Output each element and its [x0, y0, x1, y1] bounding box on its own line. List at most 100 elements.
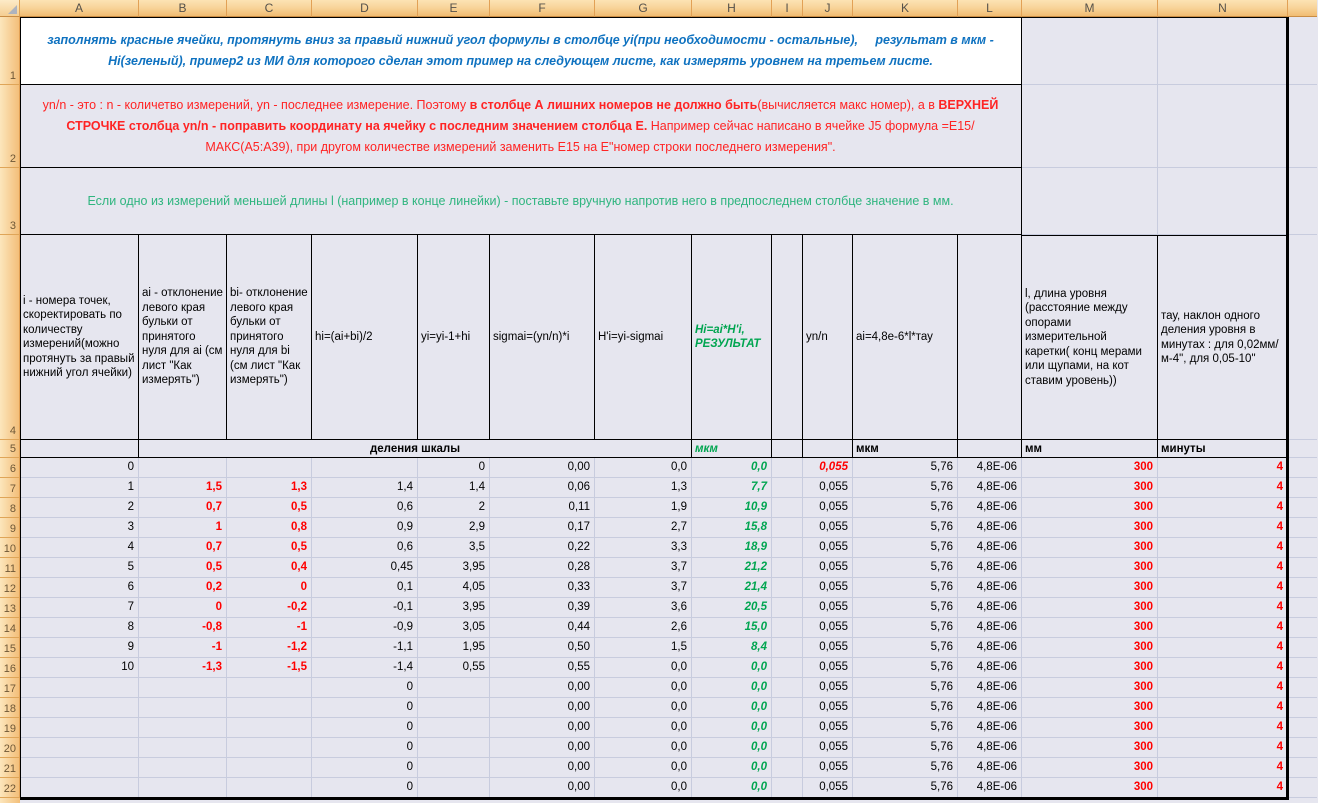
cell-i10[interactable]	[772, 538, 803, 558]
cell-l19[interactable]: 4,8E-06	[958, 718, 1022, 738]
cell-b8[interactable]: 0,7	[139, 498, 227, 518]
cell-i16[interactable]	[772, 658, 803, 678]
cell-j22[interactable]: 0,055	[803, 778, 853, 798]
cell-e12[interactable]: 4,05	[418, 578, 490, 598]
cell-g12[interactable]: 3,7	[595, 578, 692, 598]
cell-n21[interactable]: 4	[1158, 758, 1288, 778]
column-header-n[interactable]: N	[1158, 0, 1288, 17]
cell-n17[interactable]: 4	[1158, 678, 1288, 698]
cell-j16[interactable]: 0,055	[803, 658, 853, 678]
cell-l8[interactable]: 4,8E-06	[958, 498, 1022, 518]
cell-c8[interactable]: 0,5	[227, 498, 312, 518]
cell-l16[interactable]: 4,8E-06	[958, 658, 1022, 678]
cell-k18[interactable]: 5,76	[853, 698, 958, 718]
cell-d11[interactable]: 0,45	[312, 558, 418, 578]
cell-i15[interactable]	[772, 638, 803, 658]
cell-i19[interactable]	[772, 718, 803, 738]
cell-m17[interactable]: 300	[1022, 678, 1158, 698]
cell-k12[interactable]: 5,76	[853, 578, 958, 598]
cell-b12[interactable]: 0,2	[139, 578, 227, 598]
cell-m19[interactable]: 300	[1022, 718, 1158, 738]
cell-l20[interactable]: 4,8E-06	[958, 738, 1022, 758]
cell-d8[interactable]: 0,6	[312, 498, 418, 518]
cell-b6[interactable]	[139, 458, 227, 478]
cell-g21[interactable]: 0,0	[595, 758, 692, 778]
row-header-4[interactable]: 4	[0, 235, 20, 440]
cell-h20[interactable]: 0,0	[692, 738, 772, 758]
unit-cell-i[interactable]	[772, 440, 803, 458]
cell-n19[interactable]: 4	[1158, 718, 1288, 738]
cell-e11[interactable]: 3,95	[418, 558, 490, 578]
cell-m6[interactable]: 300	[1022, 458, 1158, 478]
cell-i13[interactable]	[772, 598, 803, 618]
column-header-a[interactable]: A	[20, 0, 139, 17]
cell-g14[interactable]: 2,6	[595, 618, 692, 638]
cell-l12[interactable]: 4,8E-06	[958, 578, 1022, 598]
header-cell-h[interactable]: Hi=ai*H'i, РЕЗУЛЬТАТ	[692, 235, 772, 440]
cell-h19[interactable]: 0,0	[692, 718, 772, 738]
cell-j6[interactable]: 0,055	[803, 458, 853, 478]
cell-empty[interactable]	[1288, 558, 1317, 578]
cell-d9[interactable]: 0,9	[312, 518, 418, 538]
header-cell-f[interactable]: sigmai=(yn/n)*i	[490, 235, 595, 440]
cell-f14[interactable]: 0,44	[490, 618, 595, 638]
header-cell-d[interactable]: hi=(ai+bi)/2	[312, 235, 418, 440]
cell-n15[interactable]: 4	[1158, 638, 1288, 658]
cell-j10[interactable]: 0,055	[803, 538, 853, 558]
column-header-partial[interactable]	[1288, 0, 1317, 17]
cell-h12[interactable]: 21,4	[692, 578, 772, 598]
cell-f15[interactable]: 0,50	[490, 638, 595, 658]
unit-cell-h[interactable]: мкм	[692, 440, 772, 458]
row-header-6[interactable]: 6	[0, 458, 20, 478]
cell-k21[interactable]: 5,76	[853, 758, 958, 778]
cell-empty[interactable]	[1158, 17, 1288, 85]
cell-n10[interactable]: 4	[1158, 538, 1288, 558]
cell-c16[interactable]: -1,5	[227, 658, 312, 678]
cell-g20[interactable]: 0,0	[595, 738, 692, 758]
row-header-7[interactable]: 7	[0, 478, 20, 498]
header-cell-k[interactable]: ai=4,8e-6*l*тау	[853, 235, 958, 440]
column-header-k[interactable]: K	[853, 0, 958, 17]
cell-g10[interactable]: 3,3	[595, 538, 692, 558]
cell-l13[interactable]: 4,8E-06	[958, 598, 1022, 618]
cell-e13[interactable]: 3,95	[418, 598, 490, 618]
cell-m21[interactable]: 300	[1022, 758, 1158, 778]
cell-h7[interactable]: 7,7	[692, 478, 772, 498]
column-header-c[interactable]: C	[227, 0, 312, 17]
note-cell-2[interactable]: yn/n - это : n - количетво измерений, yn…	[20, 85, 1022, 168]
cell-g17[interactable]: 0,0	[595, 678, 692, 698]
cell-l18[interactable]: 4,8E-06	[958, 698, 1022, 718]
row-header-10[interactable]: 10	[0, 538, 20, 558]
cell-m20[interactable]: 300	[1022, 738, 1158, 758]
cell-f20[interactable]: 0,00	[490, 738, 595, 758]
cell-a5[interactable]	[20, 440, 139, 458]
cell-f21[interactable]: 0,00	[490, 758, 595, 778]
cell-k19[interactable]: 5,76	[853, 718, 958, 738]
header-cell-e[interactable]: yi=yi-1+hi	[418, 235, 490, 440]
cell-h10[interactable]: 18,9	[692, 538, 772, 558]
cell-c17[interactable]	[227, 678, 312, 698]
cell-i11[interactable]	[772, 558, 803, 578]
cell-h17[interactable]: 0,0	[692, 678, 772, 698]
cell-k9[interactable]: 5,76	[853, 518, 958, 538]
row-header-14[interactable]: 14	[0, 618, 20, 638]
cell-f13[interactable]: 0,39	[490, 598, 595, 618]
cell-g18[interactable]: 0,0	[595, 698, 692, 718]
cell-l6[interactable]: 4,8E-06	[958, 458, 1022, 478]
cell-n20[interactable]: 4	[1158, 738, 1288, 758]
cell-c10[interactable]: 0,5	[227, 538, 312, 558]
cell-e19[interactable]	[418, 718, 490, 738]
cell-b18[interactable]	[139, 698, 227, 718]
cell-a7[interactable]: 1	[20, 478, 139, 498]
column-header-e[interactable]: E	[418, 0, 490, 17]
header-cell-a[interactable]: i - номера точек, скоректировать по коли…	[20, 235, 139, 440]
row-header-8[interactable]: 8	[0, 498, 20, 518]
cell-e22[interactable]	[418, 778, 490, 798]
cell-i21[interactable]	[772, 758, 803, 778]
cell-k10[interactable]: 5,76	[853, 538, 958, 558]
row-header-21[interactable]: 21	[0, 758, 20, 778]
cell-n18[interactable]: 4	[1158, 698, 1288, 718]
cell-empty[interactable]	[1022, 85, 1158, 168]
cell-k7[interactable]: 5,76	[853, 478, 958, 498]
cell-b10[interactable]: 0,7	[139, 538, 227, 558]
